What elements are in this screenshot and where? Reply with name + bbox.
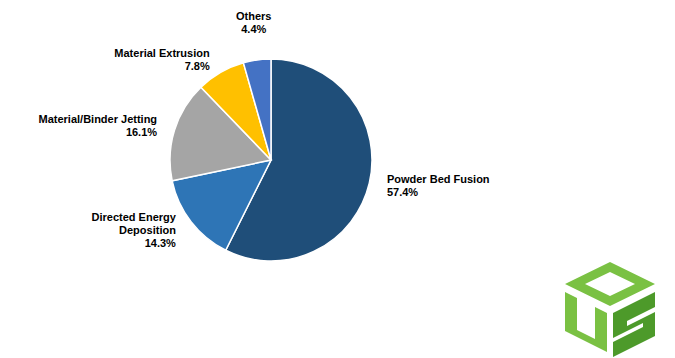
category-label-line: Powder Bed Fusion [387,173,490,185]
category-label-line: Deposition [119,224,176,236]
chart: Powder Bed Fusion57.4% Directed EnergyDep… [0,0,675,358]
logo-left [565,292,607,352]
category-label: Others [236,10,271,22]
category-label-line: Material Extrusion [114,47,210,59]
category-label: Material/Binder Jetting [39,113,158,125]
logo-right [613,292,655,357]
logo [565,262,655,357]
value-label: 14.3% [145,237,176,249]
value-label: 16.1% [126,126,157,138]
category-label: Directed EnergyDeposition [92,211,177,236]
pie [170,59,372,261]
category-label: Powder Bed Fusion [387,173,490,185]
category-label-line: Directed Energy [92,211,177,223]
pie-slice [243,59,271,160]
value-label: 57.4% [387,186,418,198]
value-label: 7.8% [185,60,210,72]
value-label: 4.4% [241,23,266,35]
data-labels: Powder Bed Fusion57.4% Directed EnergyDep… [39,10,490,249]
category-label-line: Others [236,10,271,22]
category-label: Material Extrusion [114,47,210,59]
category-label-line: Material/Binder Jetting [39,113,158,125]
